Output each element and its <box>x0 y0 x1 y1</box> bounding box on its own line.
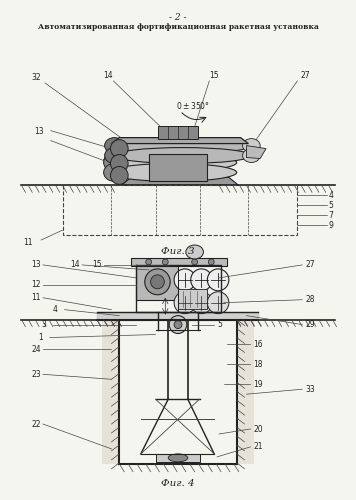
Ellipse shape <box>114 148 251 164</box>
Polygon shape <box>121 178 239 186</box>
Circle shape <box>207 292 229 314</box>
Text: 11: 11 <box>23 238 33 246</box>
Circle shape <box>191 292 212 314</box>
Text: Фиг. 3: Фиг. 3 <box>161 247 195 256</box>
Text: Автоматизированная фортификационная ракетная установка: Автоматизированная фортификационная раке… <box>38 24 318 32</box>
Bar <box>149 154 207 182</box>
Ellipse shape <box>114 138 251 154</box>
Text: 23: 23 <box>31 370 41 379</box>
Circle shape <box>146 259 152 265</box>
Text: 19: 19 <box>253 380 263 389</box>
Text: 4: 4 <box>53 305 58 314</box>
Bar <box>158 126 198 138</box>
Circle shape <box>174 292 195 314</box>
Text: 14: 14 <box>70 260 80 270</box>
Text: 32: 32 <box>31 73 41 82</box>
Text: 4: 4 <box>329 191 334 200</box>
Text: 11: 11 <box>31 293 41 302</box>
Ellipse shape <box>104 164 125 182</box>
Text: 14: 14 <box>103 71 112 80</box>
Ellipse shape <box>105 148 124 164</box>
Circle shape <box>174 320 182 328</box>
Circle shape <box>208 259 214 265</box>
Text: 27: 27 <box>300 71 310 80</box>
Text: 5: 5 <box>329 200 334 210</box>
Circle shape <box>207 269 229 291</box>
Ellipse shape <box>110 164 237 182</box>
Bar <box>136 265 178 300</box>
Polygon shape <box>111 138 248 143</box>
Ellipse shape <box>104 154 125 172</box>
Text: 21: 21 <box>253 442 263 452</box>
Text: 18: 18 <box>253 360 263 369</box>
Text: 24: 24 <box>31 345 41 354</box>
Text: Фиг. 4: Фиг. 4 <box>161 478 195 488</box>
Text: 15: 15 <box>92 260 101 270</box>
Polygon shape <box>237 320 254 464</box>
Circle shape <box>151 275 164 289</box>
Text: 3: 3 <box>41 320 46 329</box>
Circle shape <box>191 269 212 291</box>
Text: 12: 12 <box>31 280 41 289</box>
Text: 22: 22 <box>31 420 41 428</box>
Circle shape <box>192 259 198 265</box>
Text: 1: 1 <box>38 333 43 342</box>
Text: $0\pm350°$: $0\pm350°$ <box>176 100 210 111</box>
Circle shape <box>110 140 128 158</box>
Ellipse shape <box>110 154 237 172</box>
Ellipse shape <box>186 245 203 259</box>
Text: 33: 33 <box>305 384 315 394</box>
Text: 15: 15 <box>209 71 219 80</box>
Bar <box>178 289 207 308</box>
Ellipse shape <box>168 454 188 462</box>
Text: 7: 7 <box>329 210 334 220</box>
Text: 13: 13 <box>34 126 44 136</box>
Circle shape <box>110 154 128 172</box>
Text: 9: 9 <box>329 220 334 230</box>
Text: 29: 29 <box>305 320 315 329</box>
Text: 13: 13 <box>31 260 41 270</box>
Circle shape <box>162 259 168 265</box>
Text: 20: 20 <box>253 424 263 434</box>
Text: 16: 16 <box>253 340 263 349</box>
Ellipse shape <box>242 148 260 162</box>
Circle shape <box>169 316 187 334</box>
Ellipse shape <box>105 138 124 154</box>
Text: - 2 -: - 2 - <box>169 14 187 22</box>
Circle shape <box>145 269 170 295</box>
Bar <box>156 454 199 462</box>
Circle shape <box>110 166 128 184</box>
Circle shape <box>174 269 195 291</box>
Bar <box>131 258 227 266</box>
Text: 5: 5 <box>217 320 222 329</box>
Ellipse shape <box>242 138 260 152</box>
Text: 27: 27 <box>305 260 315 270</box>
Text: 28: 28 <box>305 295 315 304</box>
Polygon shape <box>102 320 119 464</box>
Polygon shape <box>246 146 266 158</box>
